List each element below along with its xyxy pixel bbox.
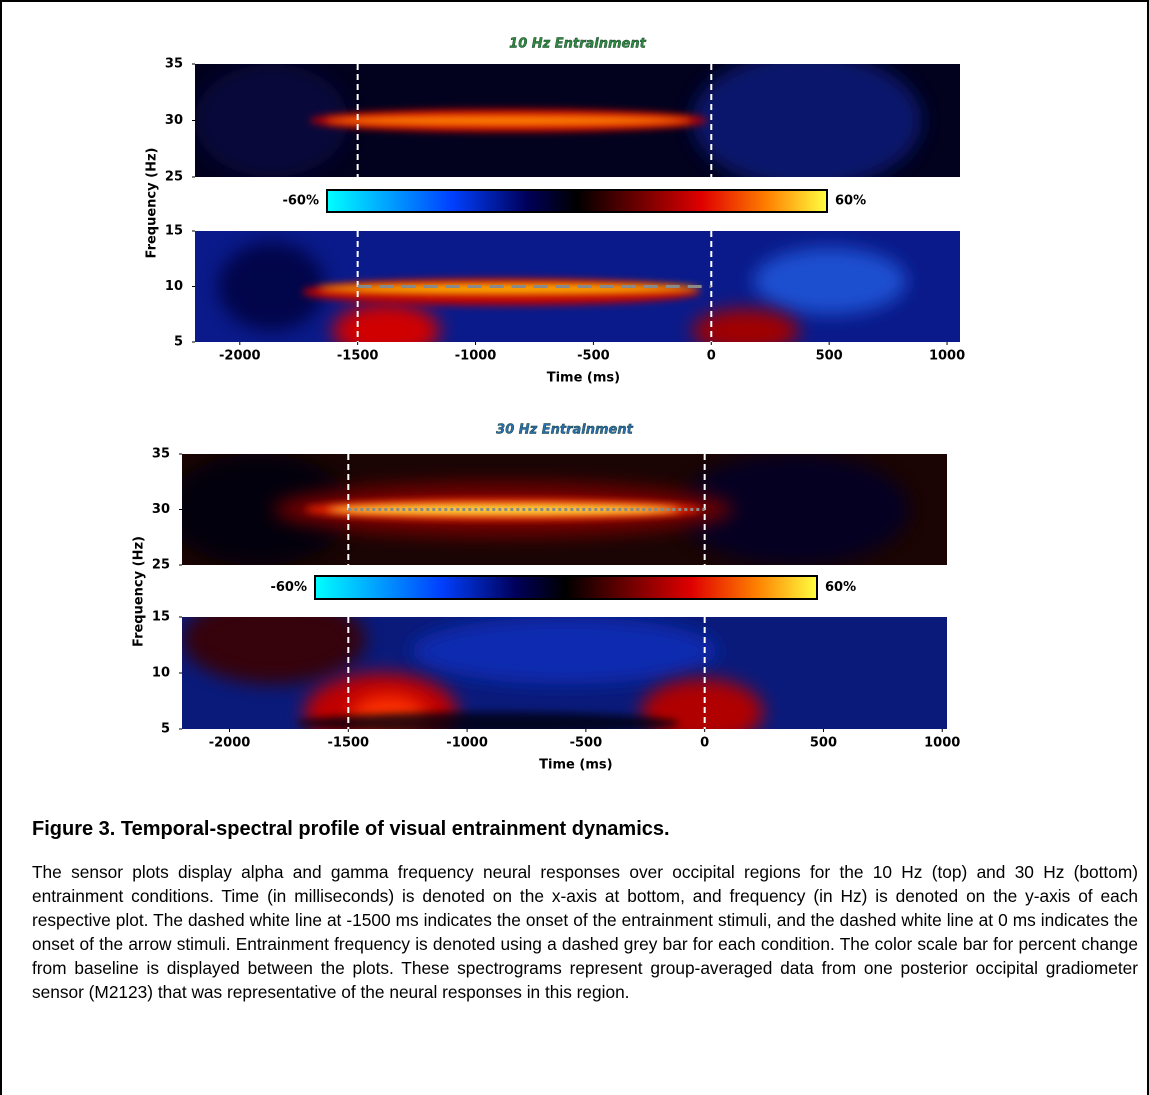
colorbar-label: -60% [270,580,307,595]
y-tick-label: 10 [165,279,183,294]
spectrogram-blob [412,617,718,684]
y-axis-label: Frequency (Hz) [132,536,147,647]
spectrogram-blob [218,242,325,331]
y-tick-label: 30 [165,113,183,128]
spectrogram-blob [182,595,366,685]
x-tick-label: -2000 [209,736,251,751]
caption-title: Figure 3. Temporal-spectral profile of v… [32,818,670,841]
y-tick-label: 25 [152,558,170,573]
x-tick-label: -2000 [219,349,261,364]
spectrogram [182,595,947,752]
spectrogram-blob [325,115,692,126]
x-tick-label: 0 [700,736,709,751]
colorbar [327,190,827,212]
x-tick-label: 0 [707,349,716,364]
y-tick-label: 5 [161,722,170,737]
panel-title: 30 Hz Entrainment [496,423,633,438]
x-tick-label: -500 [570,736,603,751]
x-tick-label: 500 [810,736,837,751]
spectrogram [167,454,947,565]
figure: 10 Hz Entrainment 25 30 35 5 10 15 -2000 -1500 -1… [0,0,1149,1095]
y-tick-label: 30 [152,502,170,517]
y-tick-label: 25 [165,170,183,185]
y-tick-label: 35 [165,57,183,72]
panel-title: 10 Hz Entrainment [509,37,646,52]
x-tick-label: -1500 [337,349,379,364]
caption-text: The sensor plots display alpha and gamma… [32,860,1138,1004]
x-tick-label: 500 [816,349,843,364]
x-tick-label: -500 [577,349,610,364]
y-tick-label: 35 [152,447,170,462]
colorbar [315,576,817,599]
spectrogram [195,231,960,359]
figure-plots: 10 Hz Entrainment 25 30 35 5 10 15 -2000 -1500 -1… [2,2,1147,802]
x-axis-label: Time (ms) [547,371,620,386]
y-tick-label: 5 [174,335,183,350]
colorbar-label: 60% [825,580,856,595]
y-tick-label: 10 [152,666,170,681]
x-tick-label: 1000 [924,736,960,751]
y-axis-label: Frequency (Hz) [145,148,160,259]
x-tick-label: -1000 [455,349,497,364]
spectrogram-blob [692,53,922,189]
colorbar-label: -60% [282,194,319,209]
x-tick-label: -1500 [328,736,370,751]
y-tick-label: 15 [152,610,170,625]
x-tick-label: 1000 [929,349,965,364]
x-axis-label: Time (ms) [539,758,612,773]
colorbar-label: 60% [835,194,866,209]
spectrogram-blob [297,712,680,734]
spectrogram-blob [317,283,700,294]
spectrogram-blob [692,309,799,353]
x-tick-label: -1000 [446,736,488,751]
spectrogram [195,53,960,189]
spectrogram-blob [753,248,906,315]
y-tick-label: 15 [165,224,183,239]
